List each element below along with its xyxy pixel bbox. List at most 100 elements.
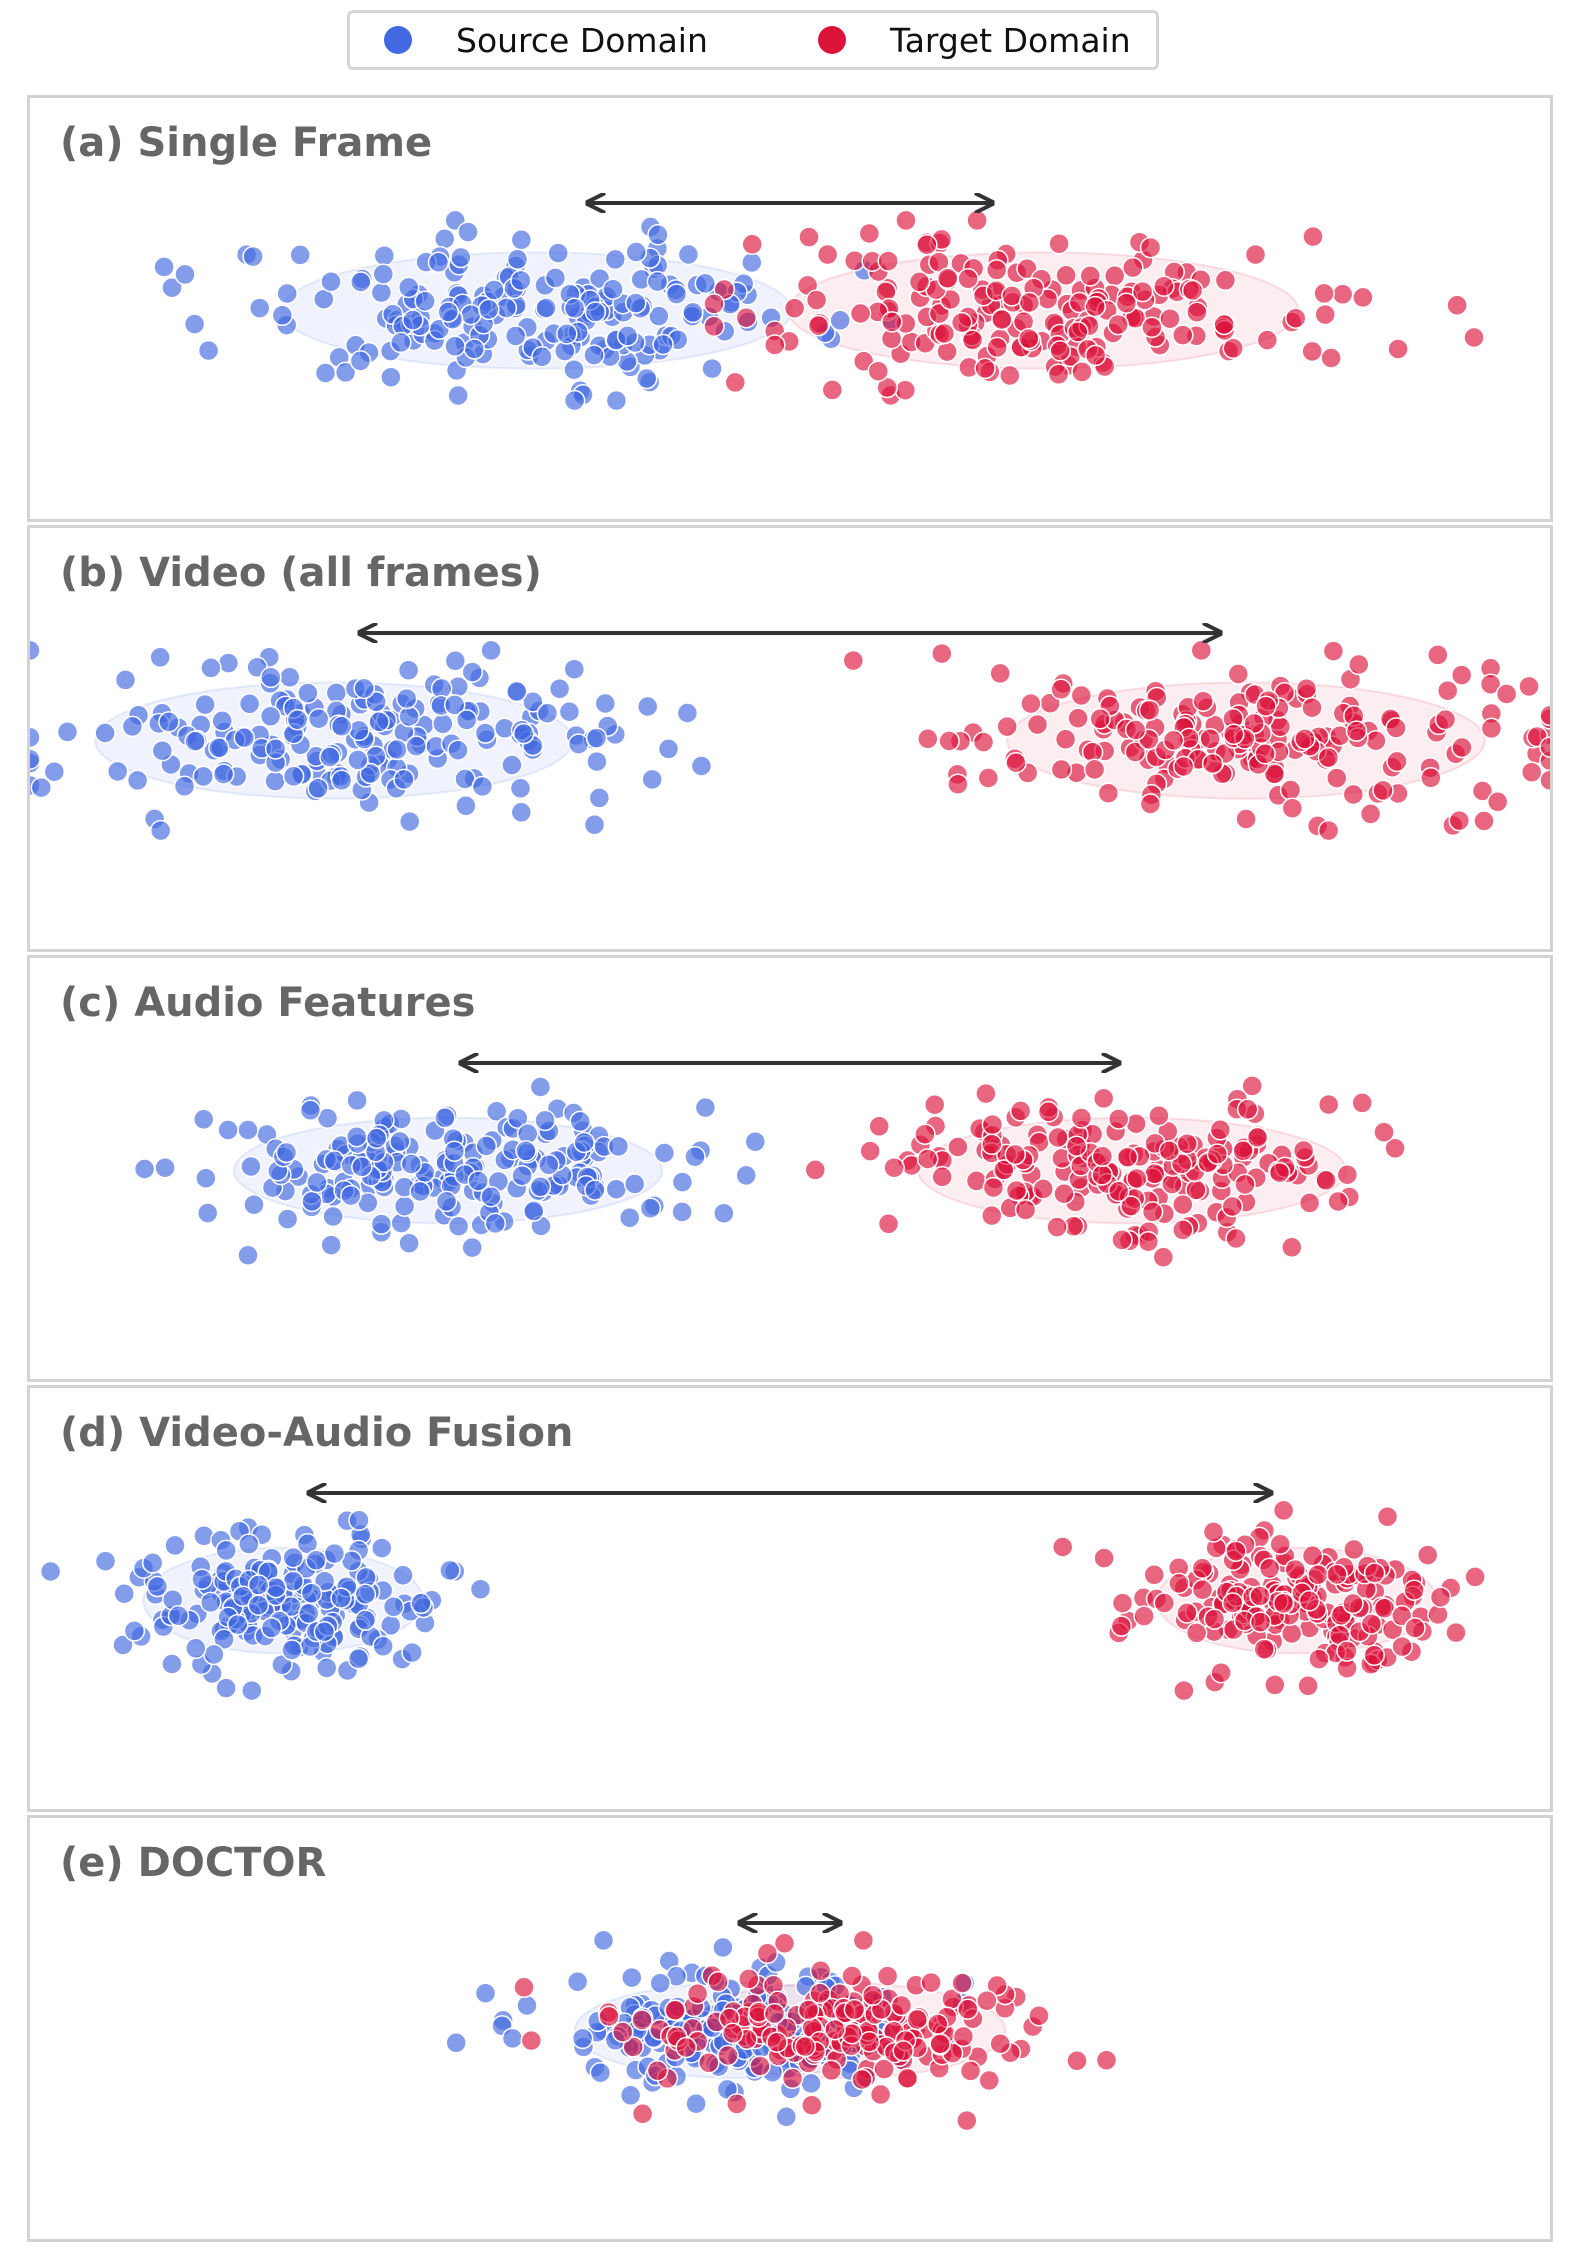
scatter-point-target <box>1097 782 1120 804</box>
scatter-point-source <box>183 313 206 335</box>
scatter-point-target <box>916 234 938 256</box>
scatter-point-target <box>859 1140 881 1162</box>
scatter-point-source <box>648 305 670 327</box>
scatter-point-target <box>869 2083 892 2106</box>
scatter-point-source <box>523 1200 545 1222</box>
scatter-point-target <box>867 360 890 382</box>
scatter-point-target <box>1115 292 1138 314</box>
scatter-point-target <box>1120 1195 1142 1217</box>
scatter-point-target <box>1264 1674 1286 1696</box>
scatter-point-target <box>804 1159 827 1181</box>
scatter-point-target <box>938 730 960 752</box>
scatter-point-target <box>1048 232 1070 255</box>
scatter-point-source <box>450 246 472 269</box>
scatter-point-target <box>976 1989 998 2012</box>
scatter-point-target <box>985 259 1008 281</box>
scatter-point-source <box>480 1185 502 1208</box>
scatter-point-target <box>1518 675 1540 698</box>
scatter-point-target <box>797 1999 820 2021</box>
scatter-point-target <box>982 1176 1005 1199</box>
scatter-point-target <box>992 1159 1015 1181</box>
scatter-point-target <box>1450 664 1473 686</box>
target-marker-icon <box>818 26 846 54</box>
scatter-point-target <box>1172 1219 1194 1241</box>
scatter-point-source <box>390 331 412 354</box>
scatter-point-source <box>653 1142 676 1164</box>
scatter-point-target <box>996 715 1018 738</box>
scatter-point-source <box>604 248 627 271</box>
scatter-point-target <box>931 642 953 665</box>
scatter-point-target <box>1107 1180 1130 1203</box>
scatter-point-source <box>605 389 628 412</box>
scatter-point-target <box>1009 1100 1032 1122</box>
scatter-point-target <box>1284 307 1307 329</box>
scatter-point-source <box>191 1568 213 1590</box>
scatter-point-target <box>1153 1592 1176 1614</box>
series-source <box>133 1076 767 1266</box>
scatter-point-source <box>153 256 175 278</box>
scatter-point-target <box>1348 653 1370 676</box>
scatter-point-source <box>400 1153 423 1175</box>
scatter-point-target <box>1232 1140 1254 1162</box>
scatter-point-target <box>1269 1533 1291 1555</box>
scatter-point-source <box>94 1550 117 1572</box>
scatter-point-source <box>594 692 617 715</box>
scatter-plot-e <box>445 1818 1118 2132</box>
scatter-point-target <box>1107 1108 1130 1130</box>
scatter-point-target <box>1436 679 1459 702</box>
scatter-point-target <box>1168 1572 1190 1595</box>
scatter-point-source <box>319 746 341 768</box>
scatter-point-target <box>1054 728 1077 751</box>
scatter-point-target <box>1315 1169 1337 1192</box>
scatter-point-target <box>1093 1547 1115 1569</box>
scatter-point-source <box>646 270 669 293</box>
scatter-point-source <box>548 678 571 700</box>
scatter-point-target <box>1272 1499 1295 1522</box>
scatter-point-target <box>1294 728 1316 750</box>
scatter-point-target <box>1464 1566 1486 1588</box>
scatter-point-source <box>636 695 659 718</box>
scatter-point-target <box>1244 243 1267 266</box>
scatter-point-target <box>1005 751 1027 774</box>
scatter-point-source <box>265 1576 287 1599</box>
scatter-point-source <box>307 707 330 730</box>
scatter-point-source <box>141 1552 164 1574</box>
scatter-point-target <box>794 2035 817 2058</box>
scatter-point-target <box>1298 1192 1321 1214</box>
source-marker-icon <box>384 26 412 54</box>
scatter-point-target <box>1209 1119 1232 1141</box>
scatter-point-target <box>1162 729 1185 752</box>
scatter-point-target <box>1391 1635 1413 1658</box>
scatter-point-source <box>247 1594 270 1616</box>
scatter-point-source <box>649 1972 671 1994</box>
scatter-point-source <box>276 282 298 305</box>
scatter-point-target <box>1292 1139 1315 1162</box>
scatter-point-target <box>611 2021 634 2043</box>
scatter-point-target <box>1480 717 1503 740</box>
scatter-point-target <box>824 2018 846 2041</box>
scatter-point-target <box>1227 663 1250 685</box>
scatter-point-target <box>1095 2049 1118 2071</box>
scatter-point-source <box>684 1145 706 1168</box>
scatter-plot-d <box>39 1388 1486 1702</box>
scatter-point-source <box>474 722 497 744</box>
scatter-point-target <box>809 1960 832 1982</box>
scatter-point-source <box>443 1140 466 1162</box>
scatter-point-source <box>297 682 319 704</box>
scatter-point-target <box>981 1113 1004 1136</box>
scatter-point-target <box>1111 1229 1133 1251</box>
scatter-point-source <box>271 304 294 327</box>
scatter-point-target <box>1213 313 1235 336</box>
scatter-point-source <box>461 1236 483 1259</box>
scatter-point-source <box>368 711 390 733</box>
scatter-point-target <box>1539 736 1550 758</box>
scatter-point-source <box>510 229 533 251</box>
scatter-point-target <box>1053 1182 1075 1205</box>
scatter-point-target <box>781 2067 804 2090</box>
scatter-point-target <box>631 2009 653 2031</box>
scatter-point-target <box>703 293 725 315</box>
scatter-point-target <box>1365 729 1387 752</box>
scatter-point-source <box>215 1677 237 1699</box>
scatter-point-target <box>1486 791 1509 813</box>
scatter-point-target <box>1279 779 1302 801</box>
